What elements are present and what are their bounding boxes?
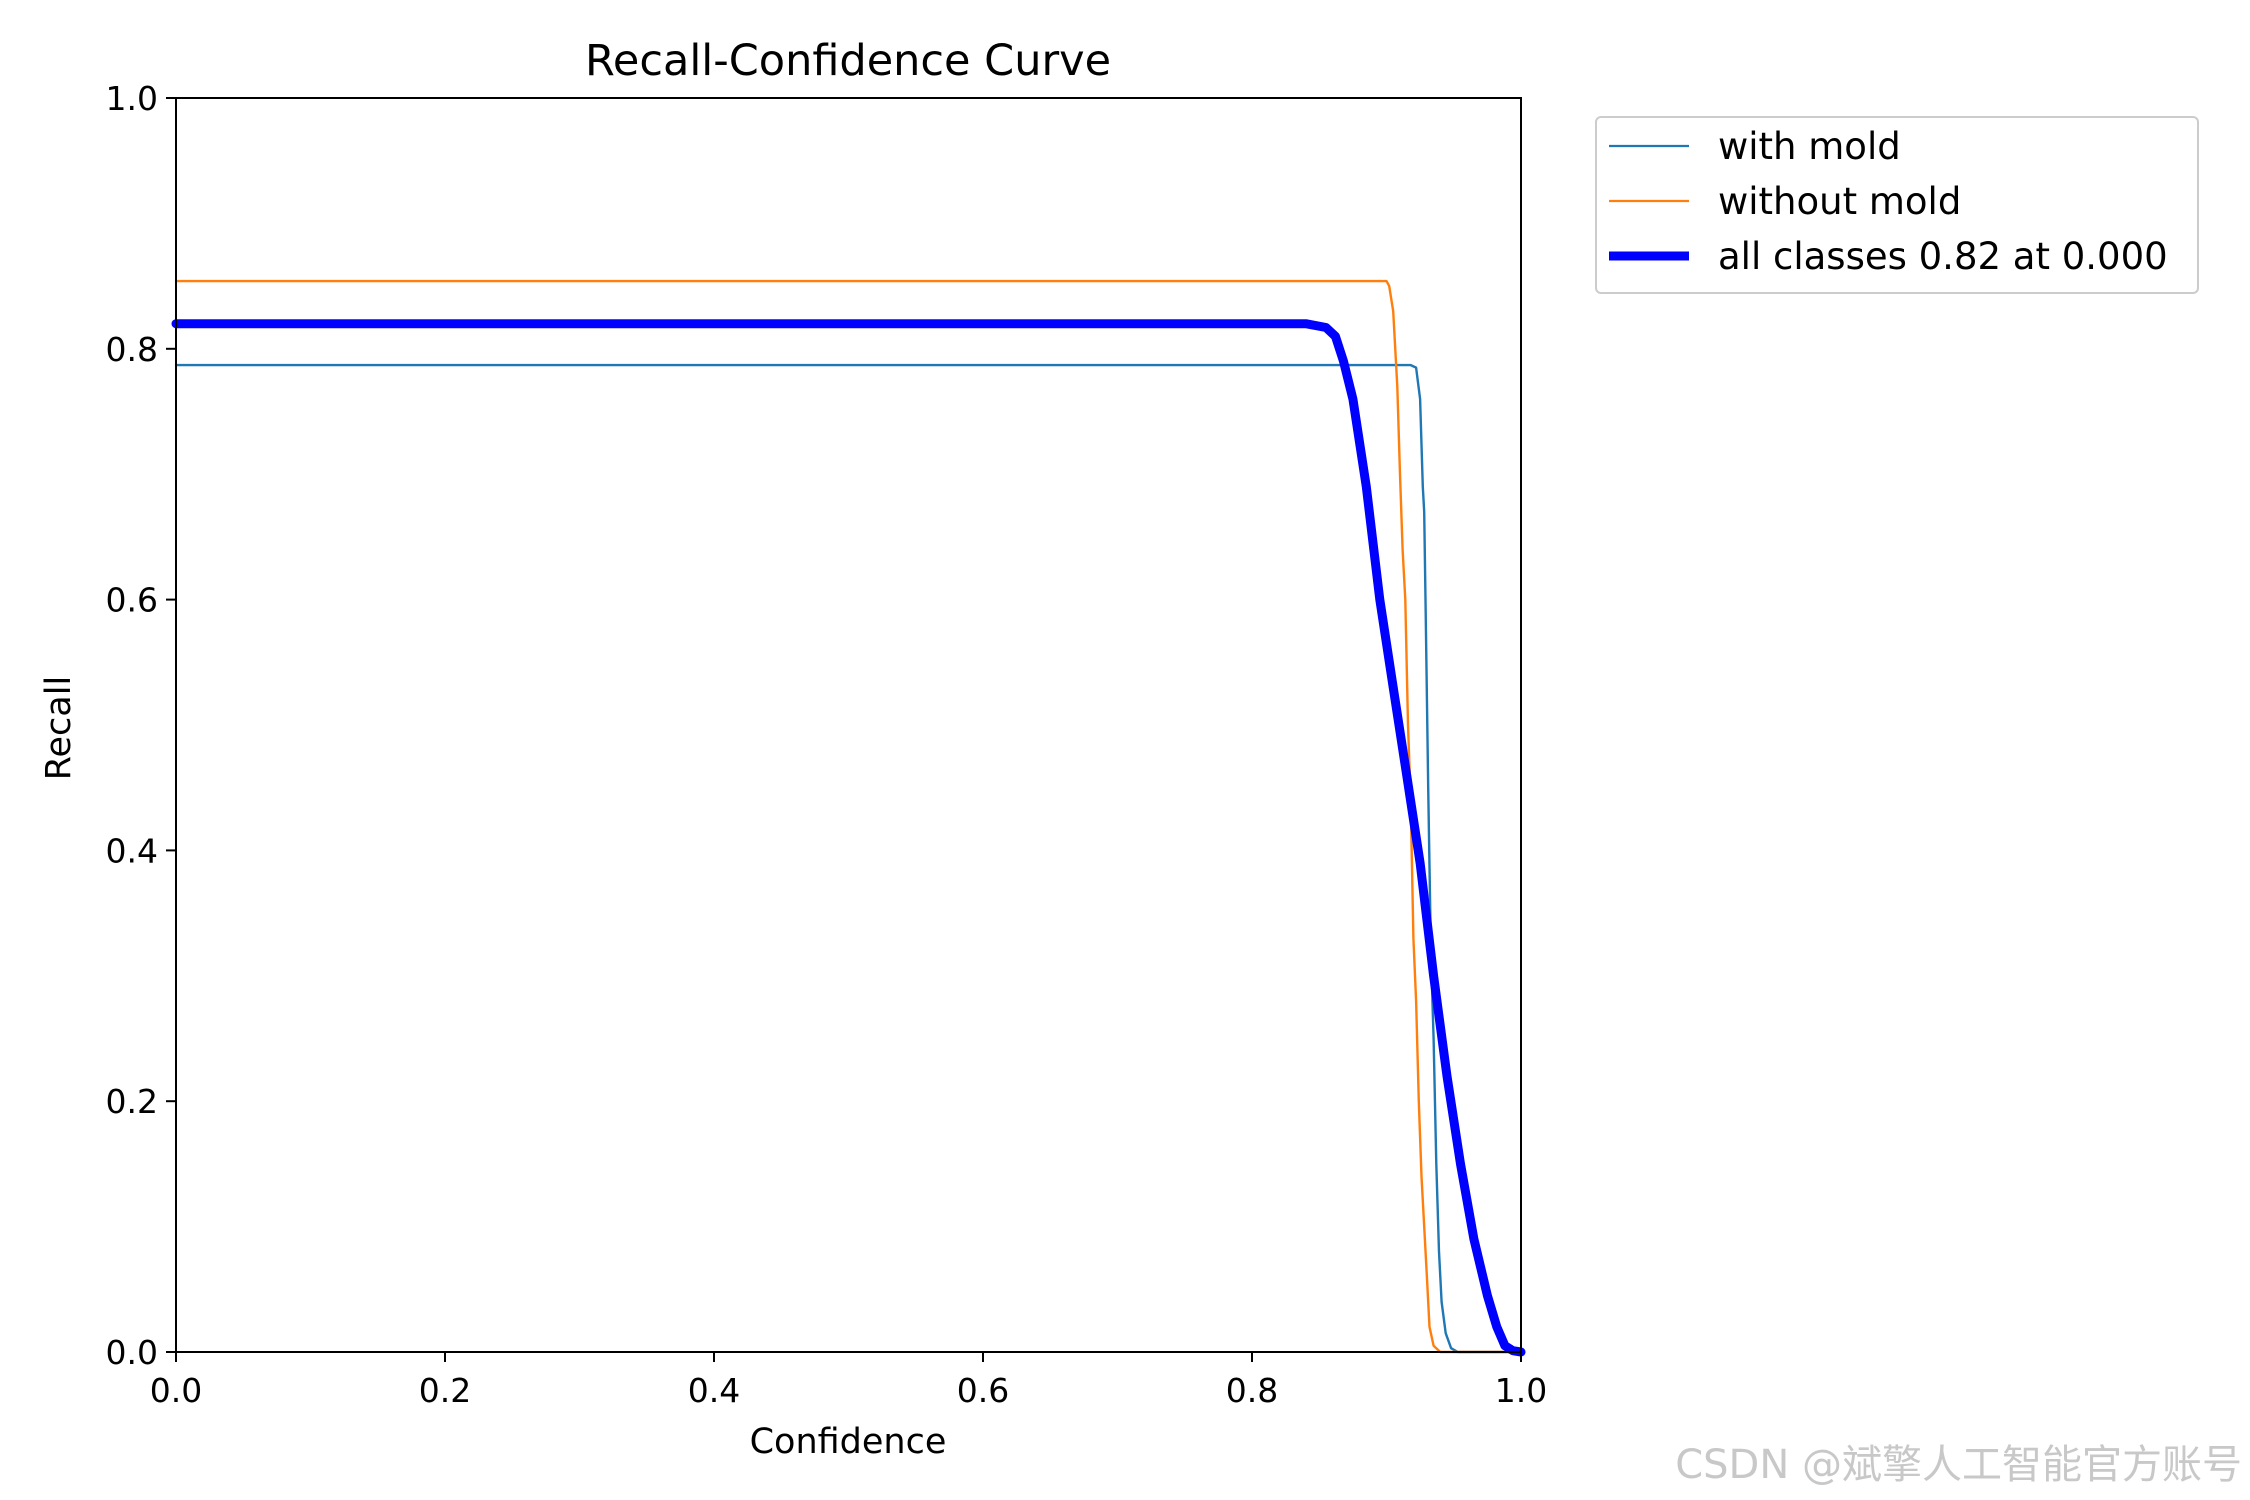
x-axis-label: Confidence [750,1422,947,1462]
legend-label-all-classes: all classes 0.82 at 0.000 [1718,235,2168,278]
y-axis-label: Recall [39,676,79,780]
legend: with mold without mold all classes 0.82 … [1595,116,2199,294]
series-line-2 [171,319,1526,1357]
plot-frame [175,97,1522,1353]
y-tick-label: 0.8 [106,330,158,369]
y-tick-label: 0.6 [106,581,158,620]
y-tick-label: 1.0 [106,79,158,118]
csdn-watermark: CSDN @斌擎人工智能官方账号 [1675,1442,2242,1488]
y-axis-ticks: 0.0 0.2 0.4 0.6 0.8 1.0 [106,79,176,1372]
plot-lines [171,279,1526,1357]
x-axis-ticks: 0.0 0.2 0.4 0.6 0.8 1.0 [150,1352,1547,1410]
chart-title: Recall-Confidence Curve [585,36,1111,86]
x-tick-label: 0.8 [1226,1371,1278,1410]
y-tick-label: 0.4 [106,831,158,870]
x-tick-label: 0.6 [957,1371,1009,1410]
x-tick-label: 0.0 [150,1371,202,1410]
legend-label-without-mold: without mold [1718,180,1961,223]
x-tick-label: 0.4 [688,1371,740,1410]
series-line-0 [174,363,1523,1354]
y-tick-label: 0.2 [106,1082,158,1121]
x-tick-label: 0.2 [419,1371,471,1410]
y-tick-label: 0.0 [106,1333,158,1372]
legend-label-with-mold: with mold [1718,125,1901,168]
x-tick-label: 1.0 [1495,1371,1547,1410]
legend-box [1595,116,2199,294]
